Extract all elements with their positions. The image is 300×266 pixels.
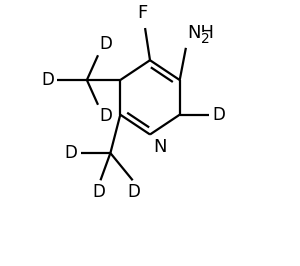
Text: D: D — [93, 183, 106, 201]
Text: D: D — [128, 183, 140, 201]
Text: F: F — [137, 4, 148, 22]
Text: D: D — [41, 71, 54, 89]
Text: N: N — [154, 138, 167, 156]
Text: D: D — [99, 107, 112, 125]
Text: D: D — [212, 106, 225, 124]
Text: NH: NH — [187, 24, 214, 42]
Text: D: D — [65, 144, 78, 162]
Text: 2: 2 — [201, 32, 209, 46]
Text: D: D — [99, 35, 112, 53]
